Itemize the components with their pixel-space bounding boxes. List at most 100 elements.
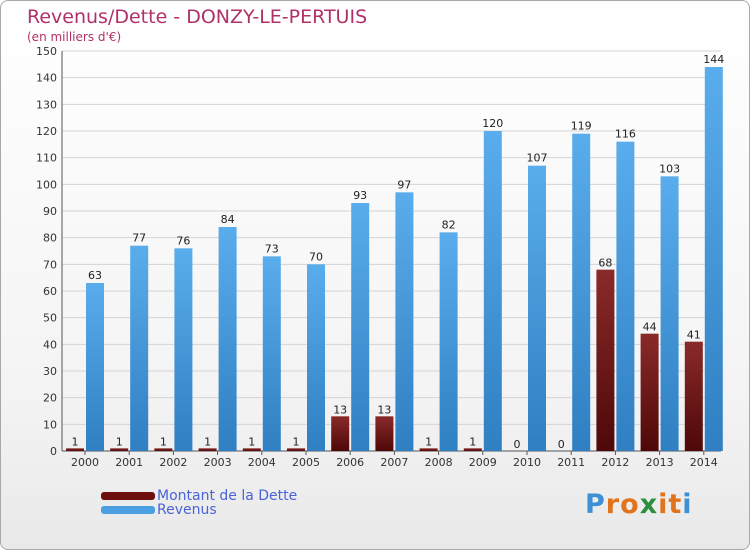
bar-revenus-2010: [528, 165, 546, 451]
bar-dette-2002: [154, 448, 173, 451]
data-label-dette-2003: 1: [204, 435, 211, 448]
data-label-revenus-2008: 82: [442, 218, 456, 231]
x-tick-label: 2012: [601, 456, 629, 469]
chart-title: Revenus/Dette - DONZY-LE-PERTUIS: [27, 6, 368, 28]
logo-letter: x: [639, 489, 659, 520]
y-tick-label: 100: [36, 178, 57, 191]
data-label-revenus-2006: 93: [353, 189, 367, 202]
bar-revenus-2003: [218, 227, 237, 451]
bar-revenus-2008: [439, 232, 458, 451]
data-label-dette-2002: 1: [160, 435, 167, 448]
bar-dette-2004: [242, 448, 261, 451]
data-label-revenus-2001: 77: [132, 232, 146, 245]
data-label-revenus-2011: 119: [571, 120, 592, 133]
bar-dette-2013: [640, 333, 659, 451]
logo-letter: r: [605, 489, 621, 520]
data-label-revenus-2002: 76: [176, 234, 190, 247]
data-label-revenus-2009: 120: [482, 117, 503, 130]
x-tick-label: 2002: [159, 456, 187, 469]
bar-revenus-2005: [307, 264, 325, 451]
y-tick-label: 120: [36, 125, 57, 138]
x-tick-label: 2000: [71, 456, 99, 469]
data-label-revenus-2003: 84: [221, 213, 235, 226]
x-tick-label: 2008: [425, 456, 453, 469]
legend-swatch-dette: [101, 492, 155, 500]
bar-dette-2001: [110, 448, 129, 451]
x-tick-label: 2007: [380, 456, 408, 469]
y-tick-label: 10: [43, 418, 57, 431]
data-label-dette-2014: 41: [687, 329, 701, 342]
bar-dette-2009: [463, 448, 482, 451]
data-label-revenus-2007: 97: [397, 178, 411, 191]
legend-item-revenus: Revenus: [101, 502, 217, 518]
data-label-revenus-2012: 116: [615, 128, 636, 141]
x-tick-label: 2004: [248, 456, 276, 469]
y-tick-label: 110: [36, 152, 57, 165]
y-tick-label: 40: [43, 338, 57, 351]
legend-item-dette: Montant de la Dette: [101, 488, 297, 504]
proxiti-logo: Proxiti: [585, 489, 693, 520]
legend-swatch-revenus: [101, 506, 155, 514]
data-label-revenus-2014: 144: [703, 53, 724, 66]
data-label-dette-2009: 1: [469, 435, 476, 448]
data-label-dette-2000: 1: [72, 435, 79, 448]
data-labels: 1 63 1 77 1 76 1 84 1 73 1 70 13 93 13 97 1 82 1 120 0 107 0 11…: [72, 53, 725, 451]
bar-dette-2012: [596, 269, 615, 451]
data-label-dette-2013: 44: [643, 321, 657, 334]
bar-revenus-2011: [572, 133, 591, 451]
x-tick-label: 2003: [204, 456, 232, 469]
bar-dette-2003: [198, 448, 217, 451]
data-label-dette-2008: 1: [425, 435, 432, 448]
data-label-dette-2001: 1: [116, 435, 123, 448]
bar-revenus-2004: [262, 256, 281, 451]
y-tick-label: 130: [36, 98, 57, 111]
legend-label-revenus: Revenus: [157, 502, 217, 518]
bar-dette-2007: [375, 416, 394, 451]
bar-revenus-2007: [395, 192, 414, 452]
data-label-dette-2010: 0: [514, 438, 521, 451]
bar-dette-2006: [331, 416, 350, 451]
logo-letter: t: [668, 489, 683, 520]
data-label-dette-2005: 1: [293, 435, 300, 448]
x-tick-label: 2013: [646, 456, 674, 469]
bars: [66, 67, 723, 452]
x-tick-label: 2005: [292, 456, 320, 469]
chart-subtitle: (en milliers d'€): [27, 30, 122, 44]
data-label-dette-2004: 1: [248, 435, 255, 448]
data-label-dette-2007: 13: [377, 403, 391, 416]
bar-revenus-2006: [351, 203, 370, 451]
x-tick-label: 2001: [115, 456, 143, 469]
x-tick-label: 2010: [513, 456, 541, 469]
bar-revenus-2000: [86, 283, 104, 451]
data-label-revenus-2013: 103: [659, 162, 680, 175]
data-label-dette-2011: 0: [558, 438, 565, 451]
bar-dette-2000: [66, 448, 84, 451]
y-tick-label: 80: [43, 232, 57, 245]
bar-revenus-2009: [483, 131, 502, 451]
bar-revenus-2001: [130, 245, 149, 451]
data-label-revenus-2000: 63: [88, 269, 102, 282]
x-tick-label: 2009: [469, 456, 497, 469]
y-tick-label: 0: [50, 445, 57, 458]
y-tick-label: 20: [43, 392, 57, 405]
bar-revenus-2012: [616, 141, 635, 451]
data-label-dette-2012: 68: [598, 257, 612, 270]
bar-dette-2005: [287, 448, 305, 451]
y-tick-label: 60: [43, 285, 57, 298]
bar-revenus-2013: [660, 176, 679, 452]
logo-letter: i: [682, 489, 693, 520]
data-label-revenus-2005: 70: [309, 250, 323, 263]
bar-dette-2008: [419, 448, 438, 451]
data-label-revenus-2010: 107: [527, 152, 548, 165]
logo-letter: i: [658, 489, 669, 520]
bar-revenus-2002: [174, 248, 193, 451]
bar-revenus-2014: [704, 67, 723, 451]
data-label-revenus-2004: 73: [265, 242, 279, 255]
y-tick-label: 50: [43, 312, 57, 325]
y-tick-label: 150: [36, 45, 57, 58]
y-tick-label: 140: [36, 72, 57, 85]
y-tick-label: 70: [43, 258, 57, 271]
y-tick-label: 30: [43, 365, 57, 378]
